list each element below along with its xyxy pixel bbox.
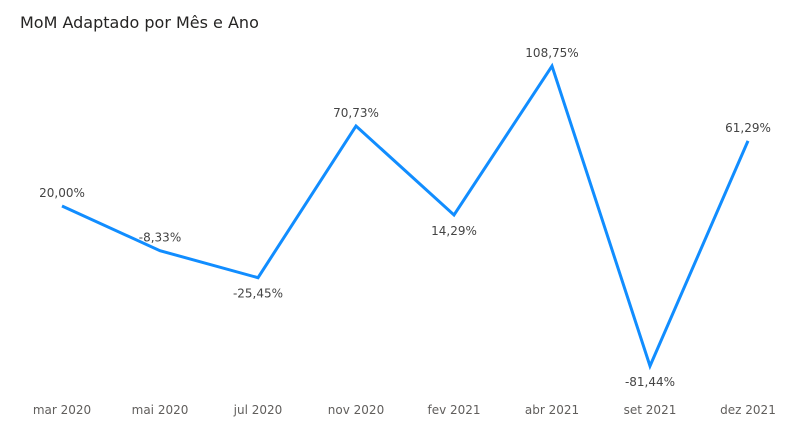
x-tick-label: nov 2020 — [328, 403, 384, 417]
data-point[interactable] — [56, 200, 68, 212]
data-label: 70,73% — [333, 106, 379, 120]
data-label: 61,29% — [725, 121, 771, 135]
data-label: -81,44% — [625, 375, 675, 389]
data-label: 108,75% — [525, 46, 578, 60]
data-point[interactable] — [350, 120, 362, 132]
data-point[interactable] — [252, 272, 264, 284]
chart-title: MoM Adaptado por Mês e Ano — [20, 13, 259, 32]
data-point[interactable] — [448, 209, 460, 221]
x-tick-label: dez 2021 — [720, 403, 776, 417]
data-label: -25,45% — [233, 287, 283, 301]
x-tick-label: jul 2020 — [233, 403, 283, 417]
data-point[interactable] — [742, 135, 754, 147]
data-point[interactable] — [644, 360, 656, 372]
x-tick-label: fev 2021 — [427, 403, 480, 417]
x-tick-label: set 2021 — [624, 403, 677, 417]
x-tick-label: abr 2021 — [525, 403, 579, 417]
data-label: -8,33% — [139, 231, 181, 245]
data-point[interactable] — [546, 60, 558, 72]
data-labels: 20,00% -8,33% -25,45% 70,73% 14,29% 108,75% -8… — [39, 46, 771, 389]
x-tick-label: mar 2020 — [33, 403, 91, 417]
series-line — [61, 62, 750, 371]
data-label: 20,00% — [39, 186, 85, 200]
data-point[interactable] — [154, 245, 166, 257]
x-tick-label: mai 2020 — [132, 403, 189, 417]
data-label: 14,29% — [431, 224, 477, 238]
x-axis: mar 2020 mai 2020 jul 2020 nov 2020 fev 2021… — [33, 403, 776, 417]
series-line-group — [56, 60, 754, 372]
